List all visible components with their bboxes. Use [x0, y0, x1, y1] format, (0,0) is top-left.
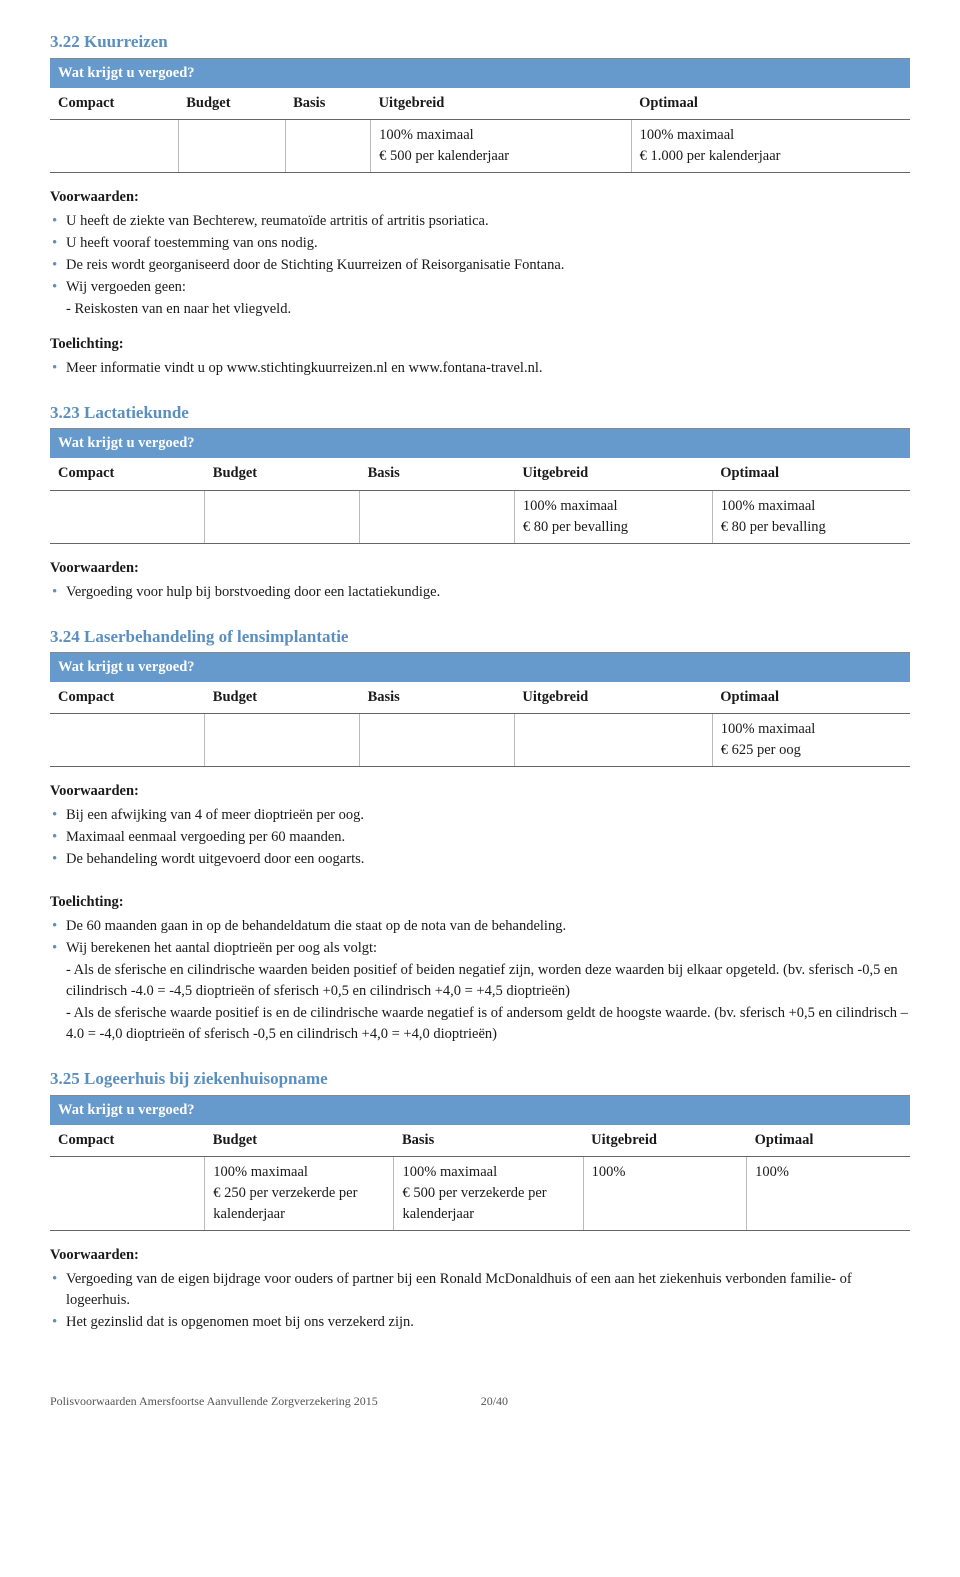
- cell: 100% maximaal€ 250 per verzekerde per ka…: [205, 1157, 394, 1231]
- cell: 100% maximaal€ 500 per verzekerde per ka…: [394, 1157, 583, 1231]
- sub-line: - Als de sferische waarde positief is en…: [50, 1003, 910, 1045]
- col-header: Optimaal: [747, 1125, 910, 1157]
- blue-bar: Wat krijgt u vergoed?: [50, 1095, 910, 1125]
- col-header: Budget: [205, 1125, 394, 1157]
- cell: [50, 119, 178, 172]
- cell: 100% maximaal€ 500 per kalenderjaar: [371, 119, 632, 172]
- list-item: De behandeling wordt uitgevoerd door een…: [50, 849, 910, 870]
- coverage-table: Compact Budget Basis Uitgebreid Optimaal…: [50, 1125, 910, 1231]
- list-item: Het gezinslid dat is opgenomen moet bij …: [50, 1312, 910, 1333]
- cell: [178, 119, 285, 172]
- footer-page: 20/40: [481, 1393, 508, 1410]
- footer-text: Polisvoorwaarden Amersfoortse Aanvullend…: [50, 1394, 378, 1408]
- toelichting-label: Toelichting:: [50, 892, 910, 913]
- col-header: Basis: [394, 1125, 583, 1157]
- col-header: Budget: [178, 88, 285, 120]
- cell: [285, 119, 370, 172]
- col-header: Compact: [50, 682, 205, 714]
- col-header: Basis: [285, 88, 370, 120]
- sub-line: - Reiskosten van en naar het vliegveld.: [50, 299, 910, 320]
- col-header: Uitgebreid: [514, 682, 712, 714]
- cell: [360, 490, 515, 543]
- cell: [205, 714, 360, 767]
- voorwaarden-list: Vergoeding voor hulp bij borstvoeding do…: [50, 582, 910, 603]
- list-item: Wij vergoeden geen:: [50, 277, 910, 298]
- list-item: Meer informatie vindt u op www.stichting…: [50, 358, 910, 379]
- list-item: Maximaal eenmaal vergoeding per 60 maand…: [50, 827, 910, 848]
- list-item: Vergoeding van de eigen bijdrage voor ou…: [50, 1269, 910, 1311]
- section-heading: 3.22 Kuurreizen: [50, 30, 910, 55]
- cell: 100%: [747, 1157, 910, 1231]
- cell: [50, 714, 205, 767]
- blue-bar: Wat krijgt u vergoed?: [50, 58, 910, 88]
- voorwaarden-list: Bij een afwijking van 4 of meer dioptrie…: [50, 805, 910, 870]
- col-header: Optimaal: [712, 682, 910, 714]
- col-header: Compact: [50, 458, 205, 490]
- cell: [50, 1157, 205, 1231]
- voorwaarden-list: U heeft de ziekte van Bechterew, reumato…: [50, 211, 910, 298]
- blue-bar: Wat krijgt u vergoed?: [50, 652, 910, 682]
- cell: [50, 490, 205, 543]
- voorwaarden-label: Voorwaarden:: [50, 1245, 910, 1266]
- toelichting-list: Meer informatie vindt u op www.stichting…: [50, 358, 910, 379]
- section-heading: 3.25 Logeerhuis bij ziekenhuisopname: [50, 1067, 910, 1092]
- cell: 100% maximaal€ 80 per bevalling: [514, 490, 712, 543]
- col-header: Compact: [50, 88, 178, 120]
- col-header: Budget: [205, 458, 360, 490]
- col-header: Uitgebreid: [371, 88, 632, 120]
- coverage-table: Compact Budget Basis Uitgebreid Optimaal…: [50, 682, 910, 767]
- col-header: Uitgebreid: [583, 1125, 746, 1157]
- toelichting-list: De 60 maanden gaan in op de behandeldatu…: [50, 916, 910, 959]
- voorwaarden-label: Voorwaarden:: [50, 558, 910, 579]
- voorwaarden-label: Voorwaarden:: [50, 187, 910, 208]
- sub-line: - Als de sferische en cilindrische waard…: [50, 960, 910, 1002]
- col-header: Optimaal: [631, 88, 910, 120]
- cell: 100% maximaal€ 1.000 per kalenderjaar: [631, 119, 910, 172]
- footer: Polisvoorwaarden Amersfoortse Aanvullend…: [50, 1393, 910, 1410]
- list-item: U heeft de ziekte van Bechterew, reumato…: [50, 211, 910, 232]
- list-item: De reis wordt georganiseerd door de Stic…: [50, 255, 910, 276]
- col-header: Compact: [50, 1125, 205, 1157]
- cell: 100% maximaal€ 625 per oog: [712, 714, 910, 767]
- coverage-table: Compact Budget Basis Uitgebreid Optimaal…: [50, 88, 910, 173]
- col-header: Basis: [360, 682, 515, 714]
- col-header: Basis: [360, 458, 515, 490]
- voorwaarden-list: Vergoeding van de eigen bijdrage voor ou…: [50, 1269, 910, 1333]
- cell: [360, 714, 515, 767]
- col-header: Budget: [205, 682, 360, 714]
- cell: [514, 714, 712, 767]
- list-item: Wij berekenen het aantal dioptrieën per …: [50, 938, 910, 959]
- blue-bar: Wat krijgt u vergoed?: [50, 428, 910, 458]
- cell: 100% maximaal€ 80 per bevalling: [712, 490, 910, 543]
- list-item: Vergoeding voor hulp bij borstvoeding do…: [50, 582, 910, 603]
- list-item: U heeft vooraf toestemming van ons nodig…: [50, 233, 910, 254]
- list-item: Bij een afwijking van 4 of meer dioptrie…: [50, 805, 910, 826]
- col-header: Optimaal: [712, 458, 910, 490]
- cell: [205, 490, 360, 543]
- toelichting-label: Toelichting:: [50, 334, 910, 355]
- section-heading: 3.23 Lactatiekunde: [50, 401, 910, 426]
- coverage-table: Compact Budget Basis Uitgebreid Optimaal…: [50, 458, 910, 543]
- cell: 100%: [583, 1157, 746, 1231]
- col-header: Uitgebreid: [514, 458, 712, 490]
- list-item: De 60 maanden gaan in op de behandeldatu…: [50, 916, 910, 937]
- section-heading: 3.24 Laserbehandeling of lensimplantatie: [50, 625, 910, 650]
- voorwaarden-label: Voorwaarden:: [50, 781, 910, 802]
